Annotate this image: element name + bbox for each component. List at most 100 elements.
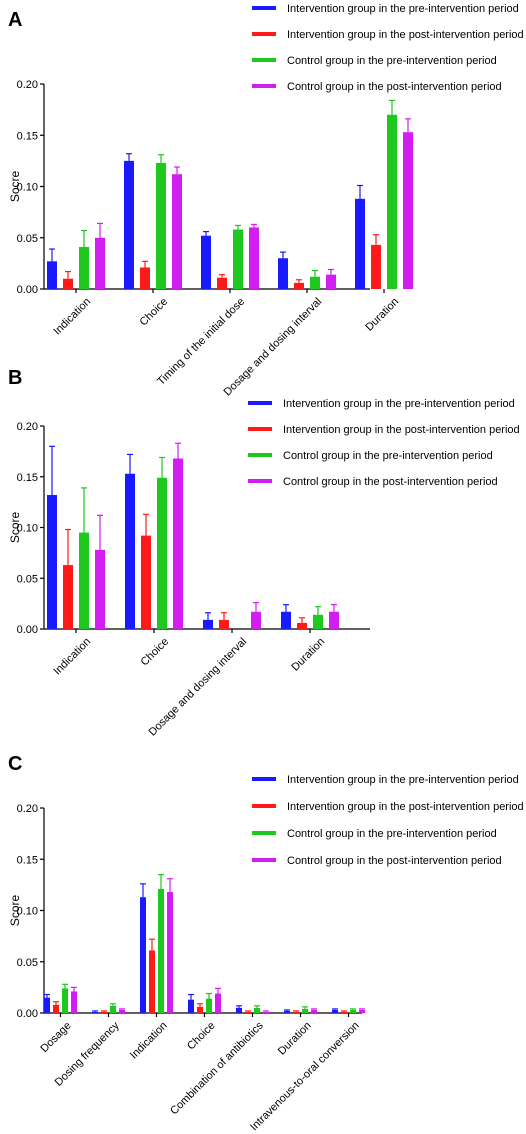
x-tick-label: Indication (51, 636, 93, 678)
y-tick-label: 0.10 (17, 906, 38, 918)
bar (293, 1011, 299, 1013)
bar (79, 532, 89, 629)
legend-label: Control group in the post-intervention p… (287, 855, 502, 867)
y-tick-label: 0.20 (17, 421, 38, 433)
bar (297, 622, 307, 629)
bar (125, 473, 135, 629)
bar (62, 988, 68, 1013)
bar (79, 246, 89, 289)
panel-letter: C (8, 753, 22, 775)
legend-label: Intervention group in the pre-interventi… (287, 774, 519, 786)
legend-label: Control group in the pre-intervention pe… (287, 55, 497, 67)
y-tick-label: 0.05 (17, 233, 38, 245)
bar (302, 1008, 308, 1013)
bar (217, 277, 227, 289)
panel-A: A 0.00 0.05 0.10 0.15 0.20 Socre Indication Choi… (8, 3, 524, 398)
bar (215, 993, 221, 1013)
y-tick-label: 0.15 (17, 130, 38, 142)
bar (233, 229, 243, 289)
y-tick-label: 0.20 (17, 79, 38, 91)
x-tick-label: Choice (185, 1020, 218, 1053)
bar (47, 495, 57, 629)
y-tick-label: 0.10 (17, 182, 38, 194)
bar (140, 897, 146, 1013)
x-tick-label: Duration (289, 636, 327, 674)
bar (355, 198, 365, 289)
bar (167, 892, 173, 1013)
bar (63, 278, 73, 289)
bar (219, 619, 229, 629)
y-tick-label: 0.00 (17, 1008, 38, 1020)
bar (188, 999, 194, 1013)
bar (263, 1011, 269, 1013)
bar (254, 1007, 260, 1013)
bar (341, 1011, 347, 1013)
bar (156, 162, 166, 289)
bar (141, 535, 151, 629)
bar (124, 160, 134, 289)
bar (101, 1011, 107, 1013)
bar (92, 1011, 98, 1013)
panel-letter: B (8, 367, 22, 389)
y-tick-label: 0.05 (17, 957, 38, 969)
bar (281, 611, 291, 629)
bar (329, 611, 339, 629)
panel-B: B 0.00 0.05 0.10 0.15 0.20 Score Indication Choi… (8, 367, 520, 738)
bar (173, 458, 183, 629)
bar (119, 1009, 125, 1013)
y-axis-title: Score (8, 895, 22, 927)
legend-label: Control group in the pre-intervention pe… (283, 450, 493, 462)
legend-label: Intervention group in the pre-interventi… (287, 3, 519, 15)
bar (140, 267, 150, 289)
bar (203, 619, 213, 629)
bar (313, 614, 323, 629)
bar (310, 276, 320, 289)
bar (326, 274, 336, 289)
x-tick-label: Timing of the initial dose (155, 296, 247, 388)
x-tick-label: Duration (276, 1020, 314, 1058)
bar (157, 477, 167, 629)
bar (350, 1009, 356, 1013)
bar (53, 1004, 59, 1013)
x-tick-label: Choice (139, 636, 172, 669)
x-tick-label: Duration (363, 296, 401, 334)
x-tick-label: Dosage (38, 1020, 73, 1055)
bar (149, 950, 155, 1013)
y-tick-label: 0.15 (17, 854, 38, 866)
y-tick-label: 0.00 (17, 284, 38, 296)
y-tick-label: 0.05 (17, 573, 38, 585)
legend-label: Intervention group in the post-intervent… (287, 29, 524, 41)
y-tick-label: 0.20 (17, 803, 38, 815)
legend-label: Intervention group in the post-intervent… (287, 801, 524, 813)
y-tick-label: 0.15 (17, 472, 38, 484)
bar (172, 174, 182, 289)
y-axis-title: Score (8, 512, 22, 544)
bar (158, 888, 164, 1013)
bar (95, 237, 105, 289)
bar (294, 282, 304, 289)
bar (284, 1010, 290, 1013)
legend-label: Control group in the post-intervention p… (287, 81, 502, 93)
legend-label: Control group in the pre-intervention pe… (287, 828, 497, 840)
x-tick-label: Choice (138, 296, 171, 329)
bar (387, 114, 397, 289)
y-tick-label: 0.10 (17, 523, 38, 535)
bar (201, 235, 211, 289)
legend-label: Intervention group in the pre-interventi… (283, 398, 515, 410)
bar (359, 1009, 365, 1013)
bar (245, 1011, 251, 1013)
bar (311, 1009, 317, 1013)
bar (371, 244, 381, 289)
y-tick-label: 0.00 (17, 624, 38, 636)
legend-label: Intervention group in the post-intervent… (283, 424, 520, 436)
x-tick-label: Indication (51, 296, 93, 338)
bar (197, 1006, 203, 1013)
x-tick-label: Combination of antibiotics (168, 1019, 266, 1117)
bar (47, 261, 57, 289)
legend-label: Control group in the post-intervention p… (283, 476, 498, 488)
bar (251, 611, 261, 629)
y-axis-title: Socre (8, 171, 22, 203)
bar (206, 998, 212, 1013)
